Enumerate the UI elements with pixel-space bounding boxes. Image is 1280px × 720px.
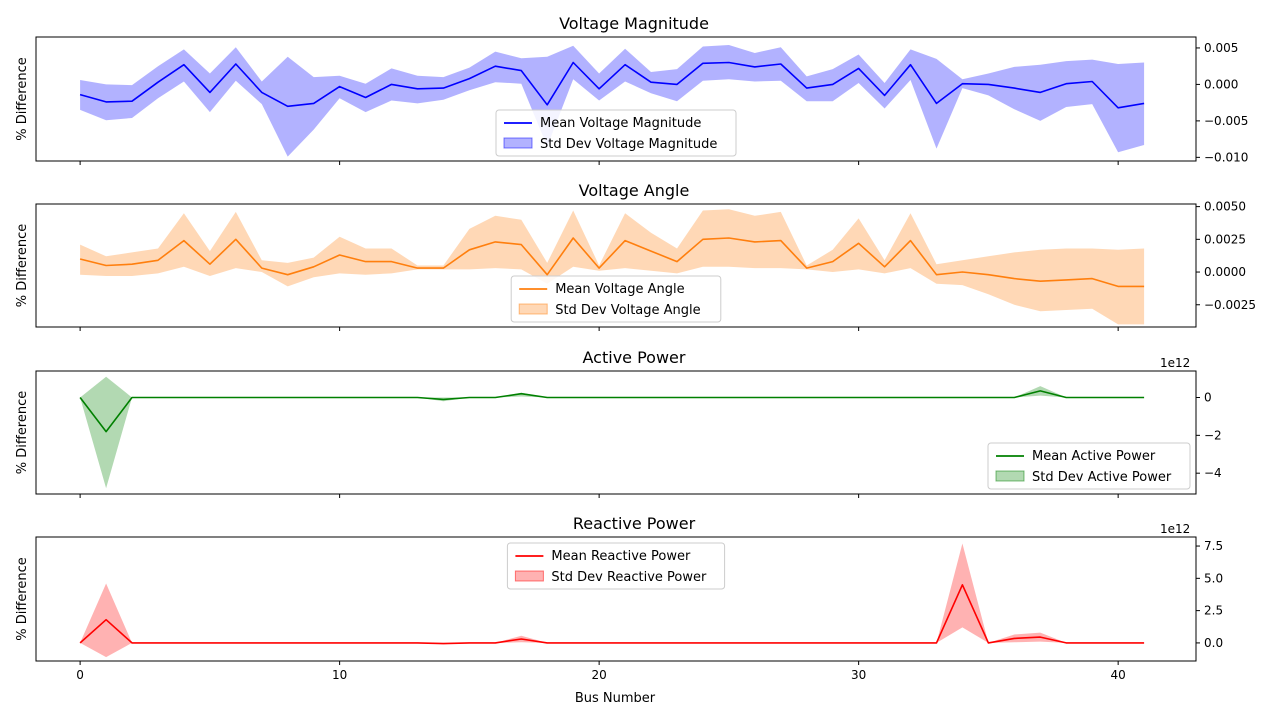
legend-band-swatch (995, 470, 1025, 482)
y-tick-label: 7.5 (1204, 539, 1223, 553)
legend: Mean Voltage Angle Std Dev Voltage Angle (510, 275, 722, 323)
legend-label: Mean Reactive Power (551, 549, 691, 564)
legend-frame (495, 109, 737, 157)
panel-title: Active Power (583, 348, 686, 367)
y-tick-label: 2.5 (1204, 604, 1223, 618)
legend-label: Std Dev Voltage Angle (555, 303, 700, 318)
legend-band-swatch (514, 570, 544, 582)
y-tick-label: 0.005 (1204, 41, 1238, 55)
panel-title: Reactive Power (573, 514, 696, 533)
y-tick-label: −2 (1204, 428, 1222, 442)
legend-frame (987, 442, 1191, 490)
mean-line (79, 583, 1145, 645)
mean-line (79, 61, 1145, 109)
legend: Mean Voltage Magnitude Std Dev Voltage Ma… (495, 109, 737, 157)
y-tick-label: 0.000 (1204, 77, 1238, 91)
y-tick-label: −0.0025 (1204, 298, 1256, 312)
y-tick-label: 0.0 (1204, 636, 1223, 650)
axes-frame (35, 536, 1197, 662)
y-tick-label: 0.0025 (1204, 232, 1246, 246)
legend-label: Mean Voltage Magnitude (540, 116, 701, 131)
legend-label: Mean Active Power (1032, 449, 1156, 464)
y-tick-label: 0.0000 (1204, 265, 1246, 279)
y-axis-label: % Difference (15, 57, 30, 141)
x-tick-label: 40 (1111, 668, 1126, 682)
y-tick-label: 0.0050 (1204, 200, 1246, 214)
std-band (80, 209, 1145, 325)
panel-title: Voltage Angle (579, 181, 690, 200)
legend-frame (510, 275, 722, 323)
legend: Mean Reactive Power Std Dev Reactive Powe… (506, 542, 726, 590)
y-tick-label: −4 (1204, 466, 1222, 480)
legend-band-swatch (518, 303, 548, 315)
legend-label: Std Dev Voltage Magnitude (540, 137, 717, 152)
legend-band-swatch (503, 137, 533, 149)
std-band (80, 376, 1145, 489)
x-tick-label: 30 (851, 668, 866, 682)
x-tick-label: 20 (591, 668, 606, 682)
mean-line (79, 237, 1145, 288)
y-tick-label: −0.010 (1204, 150, 1248, 164)
panel-title: Voltage Magnitude (559, 14, 709, 33)
legend-frame (506, 542, 726, 590)
y-axis-label: % Difference (15, 224, 30, 308)
legend-label: Std Dev Active Power (1032, 470, 1172, 485)
y-tick-label: −0.005 (1204, 114, 1248, 128)
panel-3: Active Power % Difference 0 −2 −4 1e12 Mean Ac… (15, 348, 1222, 498)
y-axis-label: % Difference (15, 391, 30, 475)
mean-line (79, 390, 1145, 433)
offset-text: 1e12 (1160, 522, 1190, 536)
y-tick-label: 0 (1204, 390, 1212, 404)
axes-frame (35, 370, 1197, 495)
axes-frame (35, 203, 1197, 328)
legend: Mean Active Power Std Dev Active Power (987, 442, 1191, 490)
std-band (80, 45, 1145, 157)
panel-2: Voltage Angle % Difference 0.0050 0.0025 0.0… (15, 181, 1256, 331)
x-tick-label: 0 (76, 668, 84, 682)
x-tick-label: 10 (332, 668, 347, 682)
panel-4: Reactive Power % Difference 7.5 5.0 2.5 0.0 1e… (15, 514, 1223, 682)
y-tick-label: 5.0 (1204, 571, 1223, 585)
offset-text: 1e12 (1160, 356, 1190, 370)
panel-1: Voltage Magnitude % Difference 0.005 0.000 −… (15, 14, 1248, 165)
legend-label: Std Dev Reactive Power (551, 570, 707, 585)
axes-frame (35, 36, 1197, 162)
legend-label: Mean Voltage Angle (555, 282, 684, 297)
x-axis-label: Bus Number (575, 691, 656, 706)
y-axis-label: % Difference (15, 557, 30, 641)
